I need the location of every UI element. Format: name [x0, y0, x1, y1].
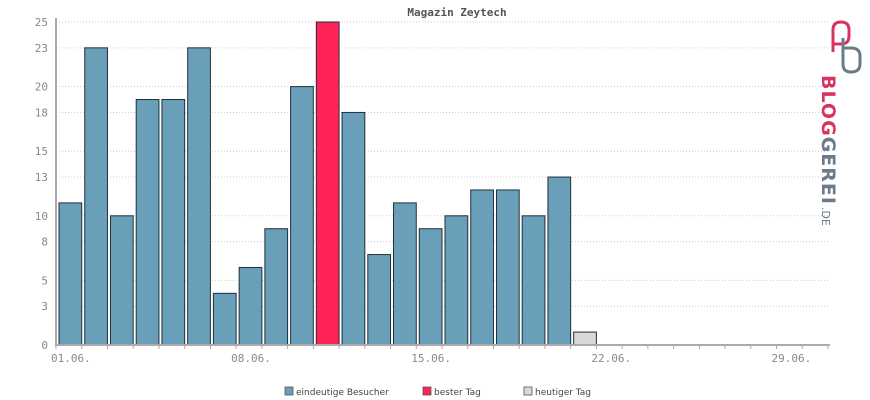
- bar: [84, 47, 108, 346]
- x-tick-label: 22.06.: [591, 352, 631, 365]
- bar: [521, 215, 546, 346]
- bar: [135, 99, 160, 346]
- x-tick-label: 15.06.: [411, 352, 451, 365]
- y-tick-label: 10: [35, 210, 48, 223]
- y-tick-label: 23: [35, 42, 48, 55]
- bar: [444, 215, 469, 346]
- logo-text: BLOGGEREI.DE: [817, 75, 839, 226]
- y-tick-label: 5: [41, 274, 48, 287]
- x-tick-label: 08.06.: [231, 352, 271, 365]
- bloggerei-logo[interactable]: BLOGGEREI.DE: [817, 20, 862, 226]
- x-tick-label: 01.06.: [51, 352, 91, 365]
- bar: [315, 21, 340, 346]
- chart-title: Magazin Zeytech: [407, 6, 506, 19]
- bars: [58, 21, 597, 346]
- legend-label: heutiger Tag: [535, 388, 591, 398]
- legend-swatch: [284, 386, 294, 396]
- y-tick-label: 25: [35, 16, 48, 29]
- y-tick-label: 15: [35, 145, 48, 158]
- legend-label: bester Tag: [434, 388, 481, 398]
- bar: [367, 254, 392, 346]
- bar: [161, 99, 186, 346]
- bar: [109, 215, 134, 346]
- bar: [58, 202, 83, 346]
- axes: [55, 18, 830, 349]
- bar: [495, 189, 520, 346]
- y-tick-labels: 0 3 5 8 10 13 15 18 20 23 25: [35, 16, 48, 352]
- y-tick-label: 3: [41, 300, 48, 313]
- bar: [238, 266, 263, 346]
- bar: [264, 228, 289, 346]
- logo-mark-icon: [831, 20, 862, 74]
- bar: [212, 292, 237, 346]
- bar: [547, 176, 572, 346]
- y-tick-label: 20: [35, 81, 48, 94]
- legend-swatch: [523, 386, 533, 396]
- y-tick-label: 18: [35, 106, 48, 119]
- y-tick-label: 0: [41, 339, 48, 352]
- legend-swatch: [422, 386, 432, 396]
- bar: [573, 331, 597, 346]
- x-tick-label: 29.06.: [772, 352, 812, 365]
- legend-label: eindeutige Besucher: [296, 388, 389, 398]
- y-tick-label: 13: [35, 171, 48, 184]
- bar: [290, 86, 314, 346]
- y-tick-label: 8: [41, 236, 48, 249]
- x-tick-labels: 01.06. 08.06. 15.06. 22.06. 29.06.: [51, 352, 811, 365]
- legend: eindeutige Besucher bester Tag heutiger Ta…: [284, 386, 591, 398]
- bar: [470, 189, 494, 346]
- bar: [341, 111, 366, 346]
- bar: [187, 47, 211, 346]
- bar: [418, 228, 443, 346]
- bar: [393, 202, 417, 346]
